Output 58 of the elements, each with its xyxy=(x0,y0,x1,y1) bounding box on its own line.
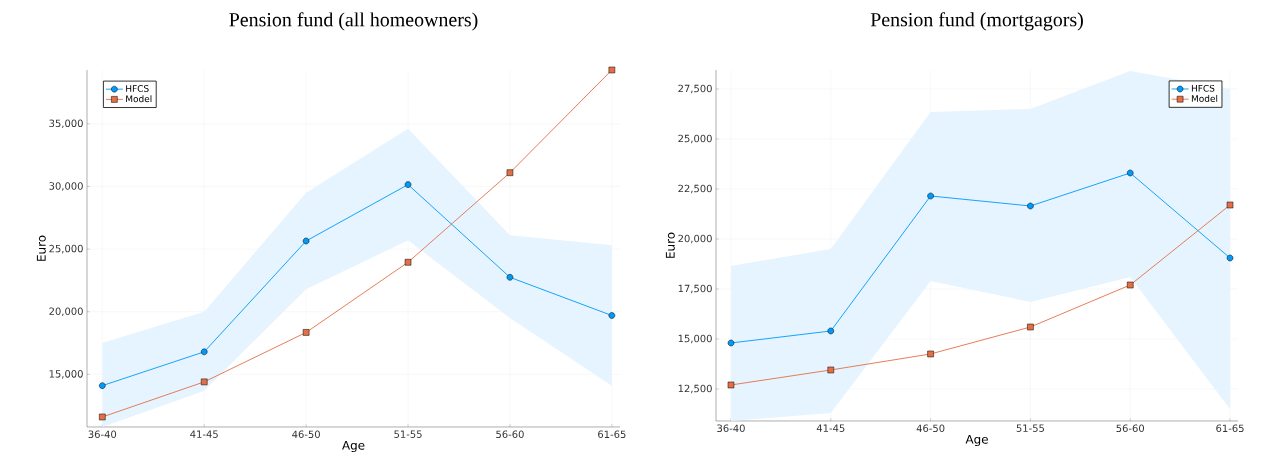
y-tick-label: 12,500 xyxy=(678,384,712,394)
y-tick-label: 25,000 xyxy=(678,134,712,144)
point xyxy=(99,413,106,421)
point xyxy=(827,327,835,335)
point xyxy=(1226,254,1234,262)
y-axis-title: Euro xyxy=(665,232,675,258)
y-tick-label: 20,000 xyxy=(678,234,712,244)
x-tick-label: 61-65 xyxy=(1216,424,1244,433)
point xyxy=(827,366,835,374)
y-tick-label: 15,000 xyxy=(678,334,712,344)
x-tick-label: 51-55 xyxy=(394,430,422,438)
y-tick-label: 20,000 xyxy=(49,307,83,317)
x-tick-label: 46-50 xyxy=(916,424,945,433)
legend-label: Model xyxy=(1191,95,1218,102)
legend-label: Model xyxy=(126,95,152,103)
y-tick-label: 27,500 xyxy=(678,84,712,94)
point xyxy=(1226,201,1234,209)
point xyxy=(927,350,934,358)
x-tick-label: 61-65 xyxy=(598,430,626,439)
y-tick-label: 15,000 xyxy=(49,370,83,379)
point xyxy=(506,274,514,281)
x-tick-label: 36-40 xyxy=(717,424,745,433)
x-axis-title: Age xyxy=(965,434,988,447)
point xyxy=(1126,169,1134,177)
y-tick-label: 25,000 xyxy=(49,244,83,254)
point xyxy=(1027,323,1034,331)
x-tick-label: 56-60 xyxy=(496,430,524,439)
point xyxy=(1126,281,1134,289)
y-tick-label: 17,500 xyxy=(678,284,712,294)
y-tick-label: 35,000 xyxy=(49,119,83,129)
point xyxy=(727,339,735,347)
y-axis-title: Euro xyxy=(36,235,46,261)
point xyxy=(506,169,514,176)
x-tick-label: 51-55 xyxy=(1016,424,1045,432)
point xyxy=(927,192,934,200)
point xyxy=(727,381,735,389)
legend-label: HFCS xyxy=(1191,84,1215,92)
point xyxy=(608,66,616,74)
point xyxy=(200,378,208,386)
x-axis-title: Age xyxy=(342,440,365,453)
point xyxy=(1027,202,1034,210)
point xyxy=(200,348,208,356)
point xyxy=(302,329,310,336)
x-tick-label: 36-40 xyxy=(88,430,117,439)
point xyxy=(99,382,106,389)
point xyxy=(404,259,412,266)
point xyxy=(302,237,310,245)
y-tick-label: 22,500 xyxy=(678,184,712,194)
legend-label: HFCS xyxy=(126,85,149,92)
x-tick-label: 46-50 xyxy=(292,430,320,439)
point xyxy=(608,312,616,319)
chart-title: Pension fund (mortgagors) xyxy=(870,12,1083,31)
y-tick-label: 30,000 xyxy=(49,182,83,191)
x-tick-label: 56-60 xyxy=(1116,424,1145,433)
x-tick-label: 41-45 xyxy=(190,430,218,438)
chart-title: Pension fund (all homeowners) xyxy=(229,12,478,31)
point xyxy=(404,181,412,188)
x-tick-label: 41-45 xyxy=(816,424,845,432)
